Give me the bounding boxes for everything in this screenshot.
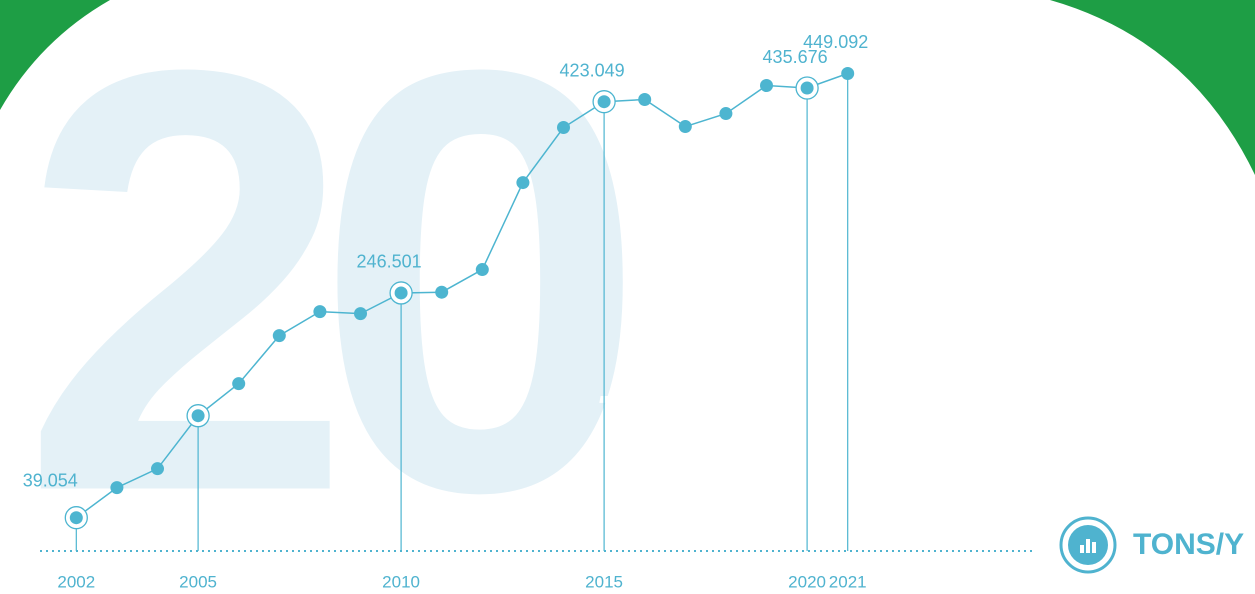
point — [801, 82, 814, 95]
point — [476, 263, 489, 276]
background-number: 20 — [20, 0, 623, 594]
value-label: 449.092 — [803, 32, 868, 52]
point — [70, 511, 83, 524]
point — [232, 377, 245, 390]
x-tick-label: 2002 — [57, 572, 95, 591]
point — [354, 307, 367, 320]
x-tick-label: 2021 — [829, 572, 867, 591]
point — [516, 176, 529, 189]
x-tick-label: 2005 — [179, 572, 217, 591]
point — [598, 95, 611, 108]
point — [719, 107, 732, 120]
point — [110, 481, 123, 494]
point — [151, 462, 164, 475]
x-tick-label: 2015 — [585, 572, 623, 591]
unit-label: TONS/Y — [1133, 528, 1244, 561]
point — [435, 286, 448, 299]
value-label: 246.501 — [357, 252, 422, 272]
point — [273, 329, 286, 342]
point — [192, 409, 205, 422]
chart: 20 years TONS/Y 2002 2005 2010 2015 20202021… — [0, 0, 1255, 594]
point — [638, 93, 651, 106]
point — [313, 305, 326, 318]
unit-icon — [1061, 518, 1115, 572]
corner-right — [1050, 0, 1255, 175]
point — [395, 286, 408, 299]
point — [557, 121, 570, 134]
value-label: 423.049 — [560, 60, 625, 80]
background-word: years — [587, 343, 949, 495]
point — [760, 79, 773, 92]
point — [679, 120, 692, 133]
point — [841, 67, 854, 80]
value-label: 39.054 — [23, 470, 78, 490]
x-tick-label: 2020 — [788, 572, 826, 591]
x-tick-label: 2010 — [382, 572, 420, 591]
